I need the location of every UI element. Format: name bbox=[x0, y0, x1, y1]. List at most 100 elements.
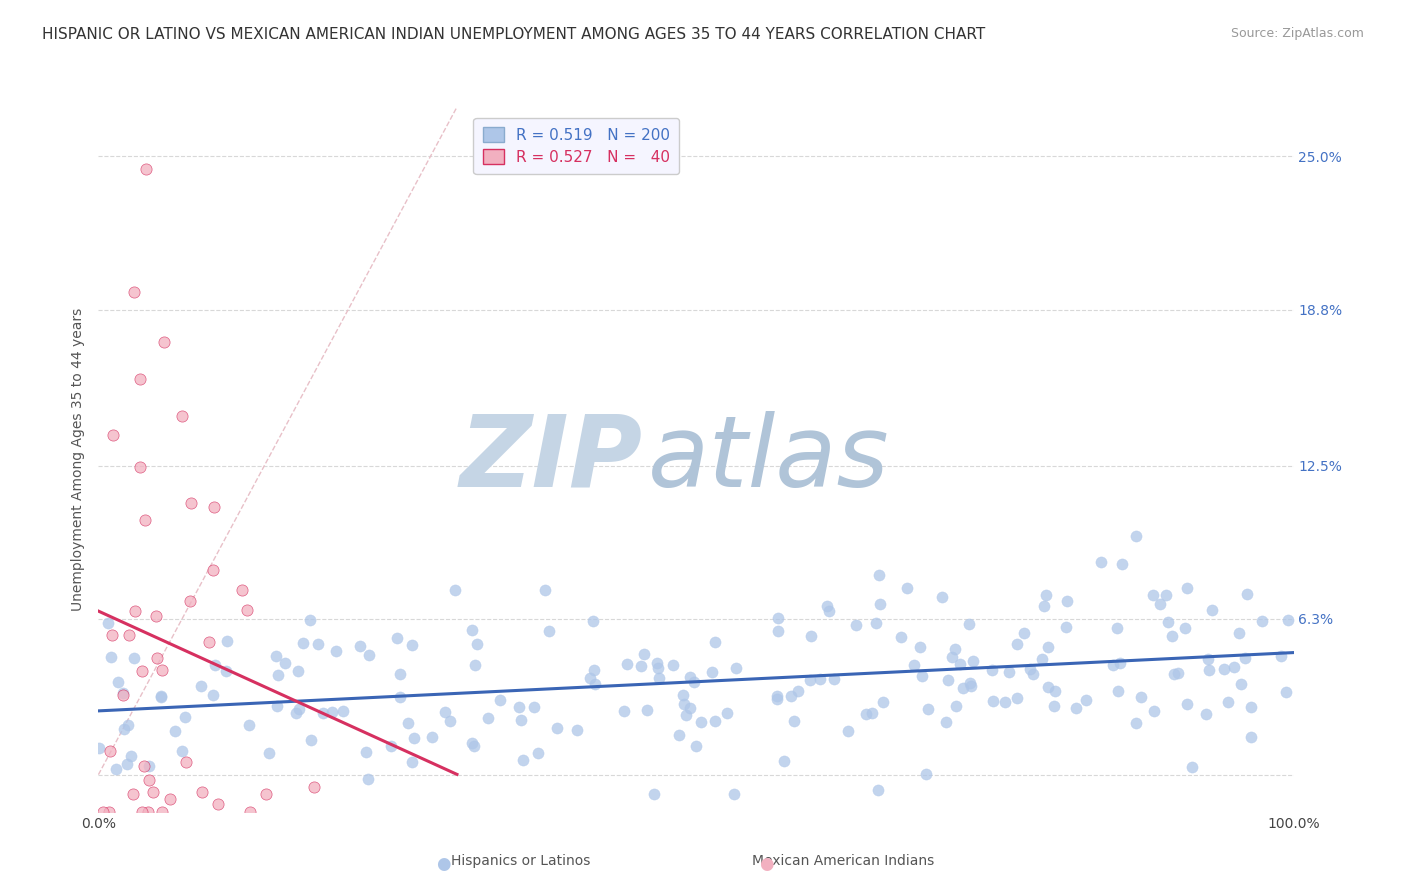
Point bbox=[404, 731, 426, 745]
Point bbox=[420, 731, 443, 745]
Point bbox=[685, 739, 707, 754]
Point bbox=[949, 657, 972, 671]
Point bbox=[683, 675, 706, 690]
Text: atlas: atlas bbox=[648, 411, 890, 508]
Point bbox=[1036, 640, 1059, 654]
Point bbox=[202, 500, 225, 514]
Point bbox=[780, 689, 803, 703]
Point bbox=[1032, 599, 1054, 613]
Text: ●: ● bbox=[759, 855, 773, 873]
Point bbox=[643, 788, 665, 802]
Point bbox=[931, 591, 953, 605]
Point bbox=[672, 698, 695, 712]
Point bbox=[1212, 662, 1234, 676]
Point bbox=[983, 694, 1005, 708]
Point bbox=[101, 628, 124, 642]
Point bbox=[201, 563, 224, 577]
Point bbox=[179, 594, 201, 608]
Text: Source: ZipAtlas.com: Source: ZipAtlas.com bbox=[1230, 27, 1364, 40]
Text: HISPANIC OR LATINO VS MEXICAN AMERICAN INDIAN UNEMPLOYMENT AMONG AGES 35 TO 44 Y: HISPANIC OR LATINO VS MEXICAN AMERICAN I… bbox=[42, 27, 986, 42]
Point bbox=[1174, 621, 1197, 635]
Point bbox=[1031, 652, 1053, 666]
Point bbox=[112, 723, 135, 737]
Point bbox=[150, 805, 173, 819]
Point bbox=[786, 684, 808, 698]
Point bbox=[131, 805, 153, 819]
Point bbox=[1167, 666, 1189, 681]
Point bbox=[1143, 704, 1166, 718]
Point bbox=[837, 724, 859, 739]
Point bbox=[325, 644, 347, 658]
Point bbox=[380, 739, 402, 753]
Point bbox=[689, 715, 711, 730]
Point bbox=[214, 665, 236, 679]
Point bbox=[959, 676, 981, 690]
Point bbox=[1101, 657, 1123, 672]
Point bbox=[1198, 663, 1220, 677]
Point bbox=[1201, 603, 1223, 617]
Point bbox=[1236, 587, 1258, 601]
Point bbox=[817, 604, 839, 618]
Point bbox=[401, 755, 423, 769]
Point bbox=[679, 670, 702, 684]
Point bbox=[675, 708, 697, 723]
Point bbox=[91, 805, 114, 819]
Point bbox=[1229, 676, 1251, 690]
Point bbox=[896, 581, 918, 595]
Point bbox=[259, 747, 281, 761]
Point bbox=[1035, 588, 1057, 602]
Point bbox=[1111, 558, 1133, 572]
Point bbox=[173, 710, 195, 724]
Point bbox=[567, 723, 589, 738]
Point bbox=[1240, 700, 1263, 714]
Point bbox=[124, 285, 146, 300]
Text: Hispanics or Latinos: Hispanics or Latinos bbox=[450, 855, 591, 868]
Point bbox=[236, 603, 259, 617]
Point bbox=[100, 650, 122, 665]
Point bbox=[489, 693, 512, 707]
Point bbox=[231, 582, 253, 597]
Point bbox=[952, 681, 974, 696]
Point bbox=[107, 675, 129, 690]
Point bbox=[648, 671, 671, 685]
Point bbox=[872, 695, 894, 709]
Point bbox=[111, 686, 134, 700]
Point bbox=[945, 698, 967, 713]
Point bbox=[103, 427, 125, 442]
Point bbox=[461, 736, 484, 750]
Point bbox=[1142, 588, 1164, 602]
Point bbox=[823, 672, 845, 686]
Point bbox=[1149, 597, 1171, 611]
Point bbox=[207, 797, 229, 812]
Text: ZIP: ZIP bbox=[460, 411, 643, 508]
Point bbox=[724, 660, 747, 674]
Y-axis label: Unemployment Among Ages 35 to 44 years: Unemployment Among Ages 35 to 44 years bbox=[70, 308, 84, 611]
Point bbox=[274, 656, 297, 670]
Point bbox=[1222, 660, 1244, 674]
Point bbox=[845, 617, 868, 632]
Point bbox=[546, 721, 568, 735]
Point bbox=[510, 713, 533, 727]
Point bbox=[215, 634, 238, 648]
Point bbox=[766, 689, 789, 703]
Point bbox=[439, 714, 461, 728]
Point bbox=[668, 728, 690, 742]
Point bbox=[508, 699, 530, 714]
Legend: R = 0.519   N = 200, R = 0.527   N =   40: R = 0.519 N = 200, R = 0.527 N = 40 bbox=[474, 119, 679, 174]
Point bbox=[1005, 636, 1028, 650]
Point bbox=[630, 659, 652, 673]
Point bbox=[981, 663, 1004, 677]
Point bbox=[700, 665, 723, 680]
Point bbox=[636, 703, 658, 717]
Point bbox=[254, 788, 277, 802]
Point bbox=[149, 689, 172, 703]
Point bbox=[150, 663, 173, 677]
Point bbox=[145, 609, 167, 624]
Point bbox=[288, 702, 311, 716]
Point bbox=[385, 631, 408, 645]
Point bbox=[1066, 700, 1088, 714]
Point bbox=[357, 772, 380, 787]
Point bbox=[1129, 690, 1152, 705]
Point bbox=[401, 638, 423, 652]
Point bbox=[354, 745, 377, 759]
